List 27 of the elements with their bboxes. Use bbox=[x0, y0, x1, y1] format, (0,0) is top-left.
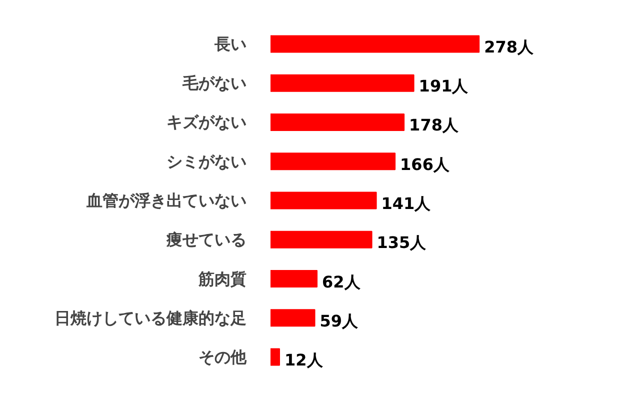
y-tick-label: 血管が浮き出ていない bbox=[86, 191, 246, 210]
bar bbox=[270, 270, 318, 288]
bar bbox=[270, 35, 480, 53]
data-label: 12人 bbox=[284, 350, 324, 370]
data-label: 166人 bbox=[400, 154, 450, 174]
y-tick-label: キズがない bbox=[166, 112, 246, 132]
y-tick-label: 毛がない bbox=[182, 74, 246, 93]
y-tick-label: 長い bbox=[214, 34, 246, 54]
bar bbox=[270, 152, 396, 170]
data-label: 135人 bbox=[376, 233, 428, 252]
data-label: 178人 bbox=[409, 116, 460, 135]
y-tick-label: 痩せている bbox=[166, 230, 246, 250]
data-label: 59人 bbox=[320, 311, 360, 330]
data-label: 141人 bbox=[381, 194, 432, 213]
y-tick-label: 筋肉質 bbox=[198, 269, 246, 288]
bar bbox=[270, 309, 316, 327]
y-tick-label: その他 bbox=[198, 348, 248, 367]
data-label: 191人 bbox=[418, 76, 470, 96]
data-label: 62人 bbox=[322, 272, 362, 292]
y-tick-label: シミがない bbox=[166, 152, 246, 171]
y-tick-label: 日焼けしている健康的な足 bbox=[54, 308, 246, 328]
bar bbox=[270, 348, 280, 366]
bar bbox=[270, 230, 372, 248]
bar bbox=[270, 192, 377, 210]
bar bbox=[270, 74, 414, 92]
bar bbox=[270, 114, 405, 131]
data-label: 278人 bbox=[484, 37, 534, 56]
